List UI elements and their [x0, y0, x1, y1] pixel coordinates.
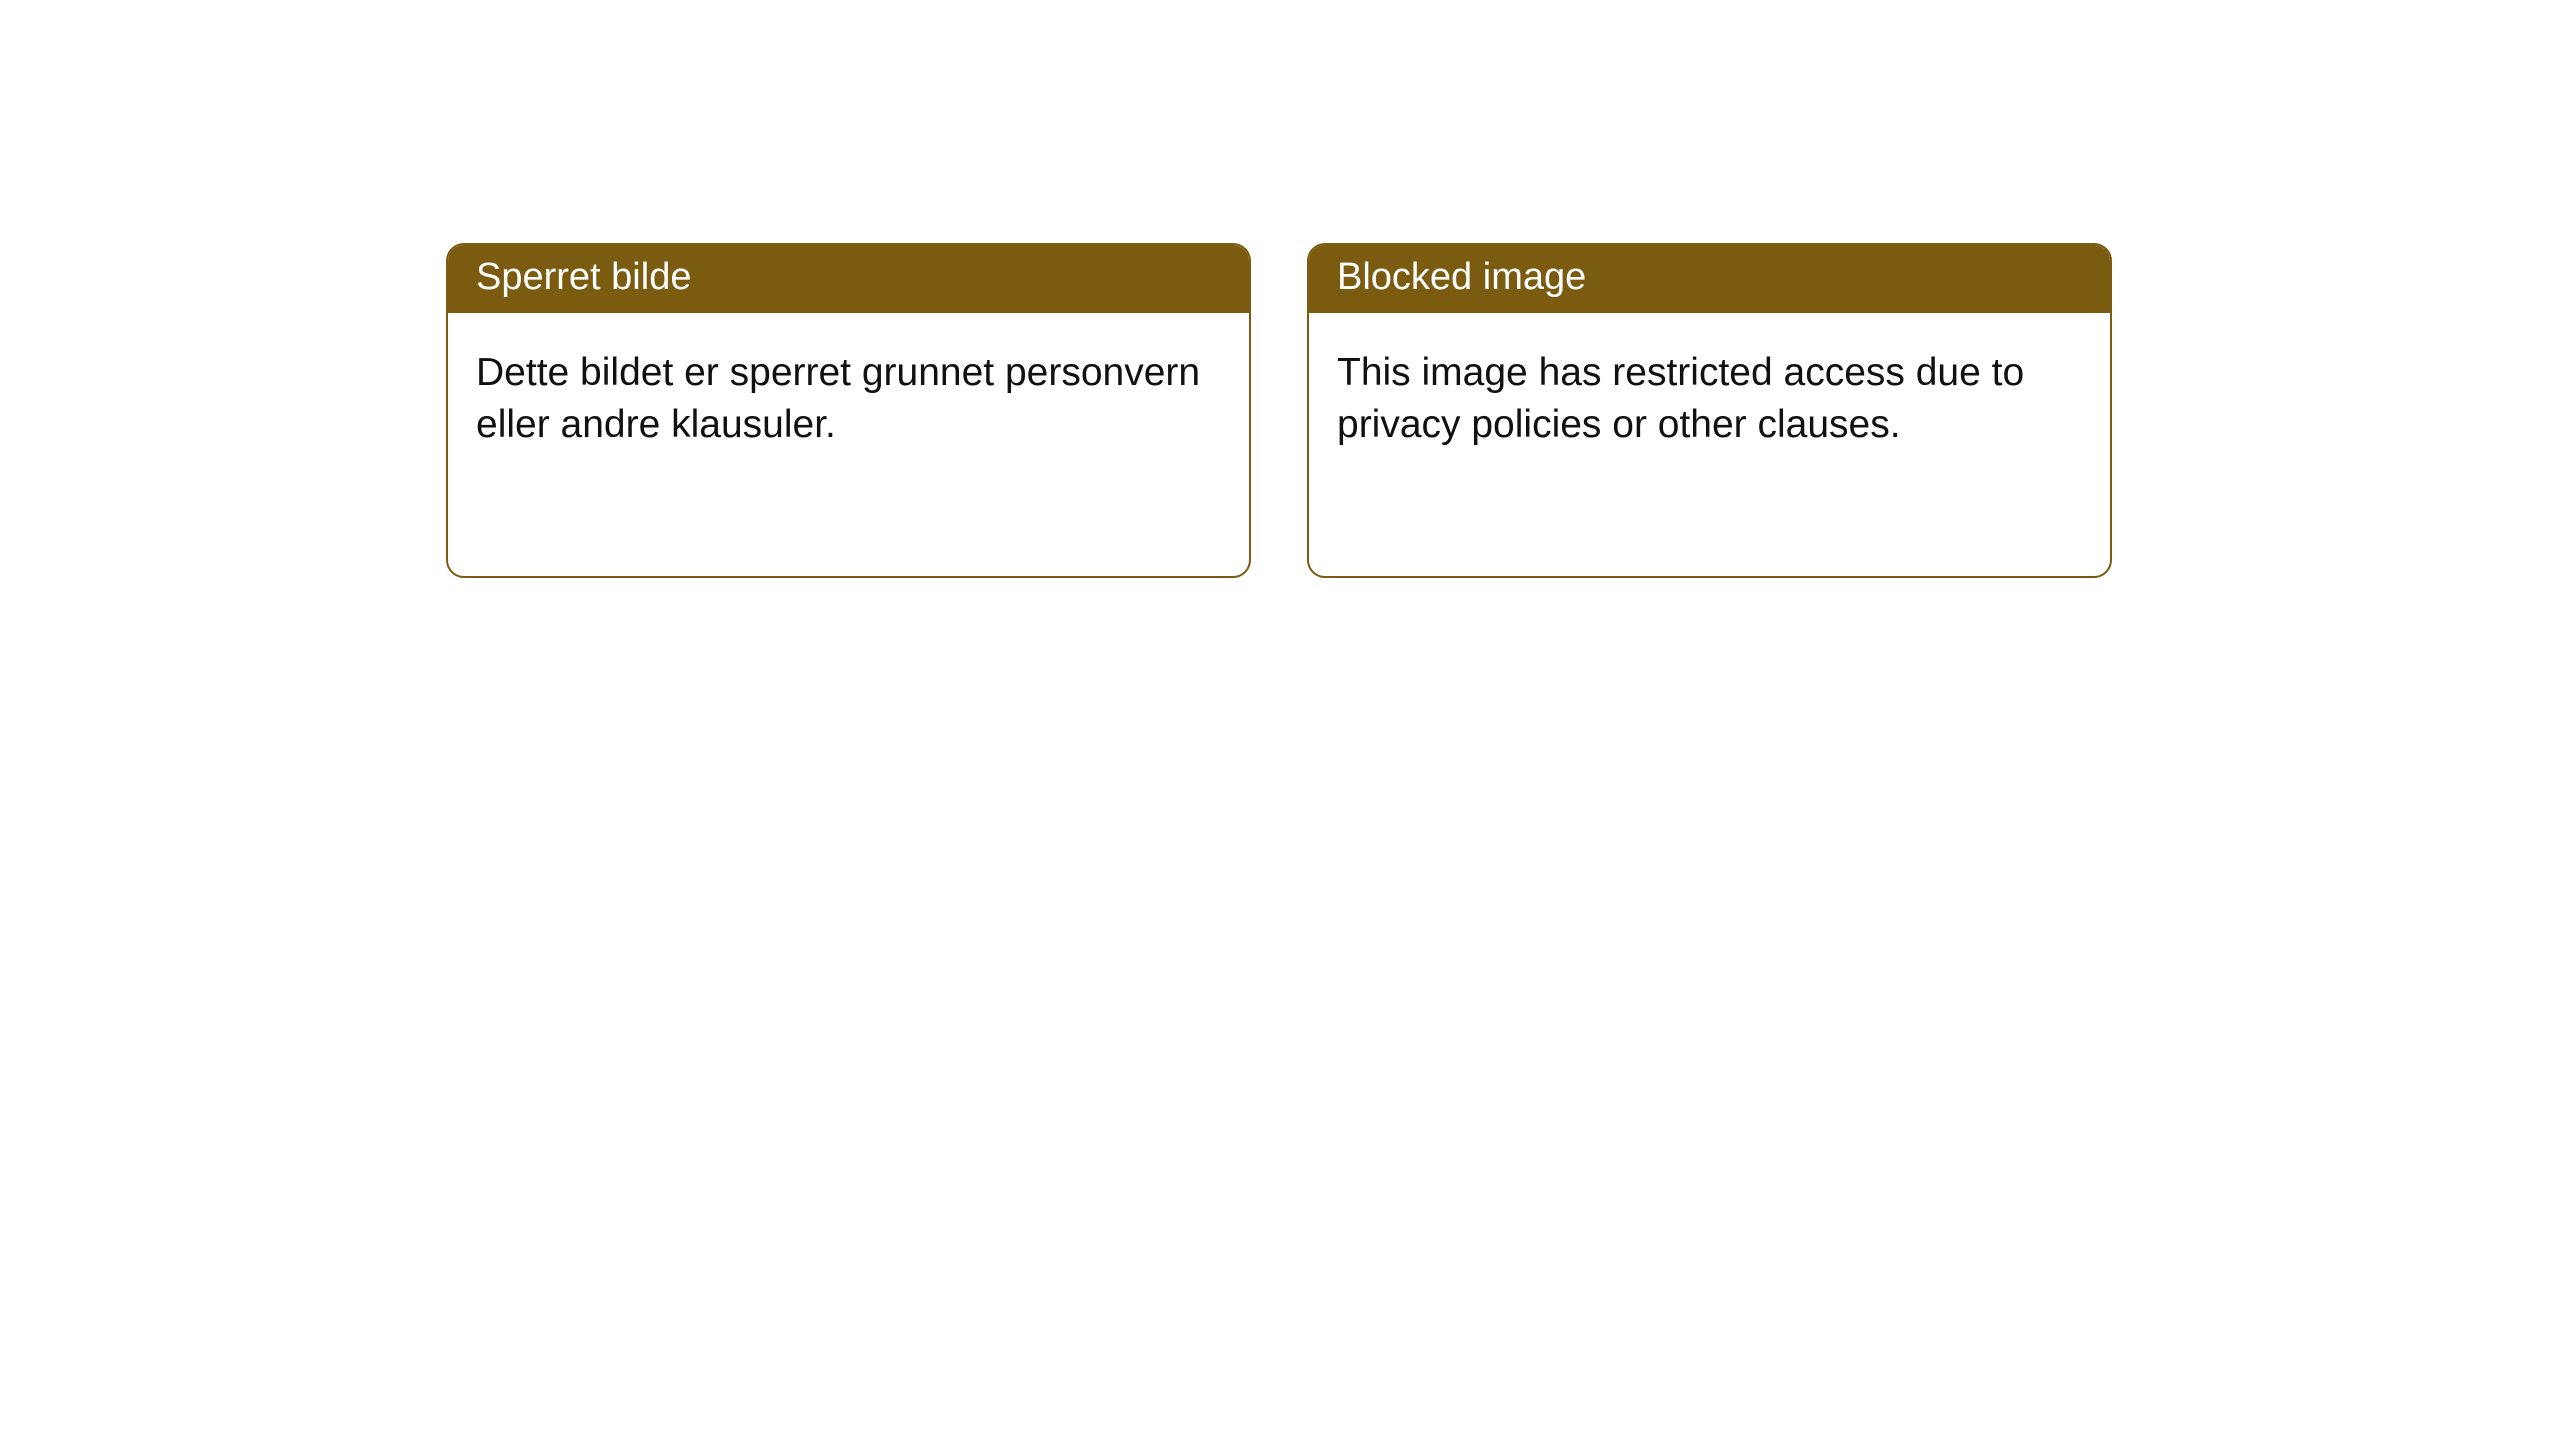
notice-container: Sperret bilde Dette bildet er sperret gr…: [0, 0, 2560, 578]
notice-card-english: Blocked image This image has restricted …: [1307, 243, 2112, 578]
notice-card-norwegian: Sperret bilde Dette bildet er sperret gr…: [446, 243, 1251, 578]
notice-body-norwegian: Dette bildet er sperret grunnet personve…: [448, 313, 1249, 486]
notice-title-english: Blocked image: [1309, 245, 2110, 313]
notice-title-norwegian: Sperret bilde: [448, 245, 1249, 313]
notice-body-english: This image has restricted access due to …: [1309, 313, 2110, 486]
